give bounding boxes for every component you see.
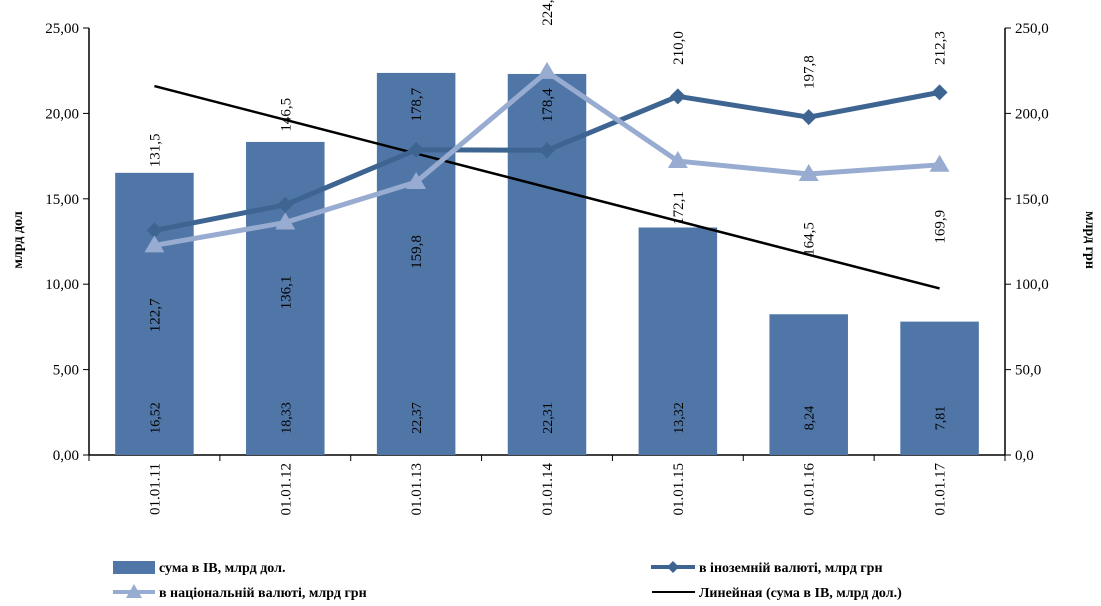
legend-foreign-label: в іноземній валюті, млрд грн — [699, 561, 883, 576]
trendline — [154, 84, 940, 290]
legend-item-bars: сума в ІВ, млрд дол. — [113, 561, 285, 576]
triangle-marker — [537, 61, 557, 79]
bar-value-label: 7,81 — [934, 406, 949, 431]
left-tick-label: 25,00 — [45, 21, 79, 37]
diamond-marker — [539, 142, 555, 159]
right-tick-label: 150,0 — [1015, 192, 1049, 208]
bars-layer — [115, 72, 979, 456]
diamond-marker — [408, 141, 425, 158]
triangle-marker — [144, 235, 165, 253]
legend-national-marker — [126, 584, 142, 598]
left-axis-title: млрд дол — [11, 211, 26, 268]
legend-national-label: в національній валюті, млрд грн — [159, 586, 367, 601]
legend-item-foreign: в іноземній валюті, млрд грн — [651, 561, 883, 576]
diamond-marker — [931, 84, 948, 101]
foreign-point-label: 131,5 — [147, 134, 163, 168]
left-tick-label: 0,00 — [53, 448, 79, 464]
x-category-label: 01.01.11 — [147, 463, 163, 515]
national-point-label: 136,1 — [278, 276, 294, 310]
bar — [638, 227, 718, 455]
legend-bar-label: сума в ІВ, млрд дол. — [159, 561, 285, 576]
bar — [376, 72, 456, 455]
foreign-point-label: 212,3 — [933, 31, 949, 65]
triangle-marker — [406, 172, 427, 190]
right-tick-label: 100,0 — [1015, 277, 1049, 293]
triangle-marker — [275, 212, 296, 230]
national-point-label: 159,8 — [409, 235, 425, 269]
bar-value-label: 22,37 — [410, 402, 425, 434]
x-category-label: 01.01.16 — [802, 463, 818, 516]
foreign-point-label: 210,0 — [671, 31, 687, 65]
legend-foreign-marker — [667, 561, 679, 573]
legend: сума в ІВ, млрд дол. в національній валю… — [113, 561, 902, 601]
triangle-marker — [798, 164, 819, 182]
bar-value-label: 18,33 — [279, 402, 294, 434]
legend-item-trendline: Линейная (сума в ІВ, млрд дол.) — [652, 586, 902, 601]
bar-value-label: 8,24 — [803, 406, 818, 431]
diamond-marker — [277, 196, 294, 213]
left-tick-label: 15,00 — [45, 192, 79, 208]
bar — [507, 73, 587, 456]
right-tick-label: 200,0 — [1015, 106, 1049, 122]
foreign-point-label: 146,5 — [278, 98, 294, 132]
diamond-marker — [669, 88, 686, 105]
trend-layer — [154, 84, 940, 290]
left-tick-label: 5,00 — [53, 363, 79, 379]
diamond-marker — [146, 222, 163, 239]
triangle-marker — [667, 151, 688, 169]
ticks-layer: 0,00 5,00 10,00 15,00 20,00 25,00 0,0 50,0 100,0… — [45, 21, 1049, 516]
x-category-label: 01.01.17 — [933, 463, 949, 516]
foreign-point-label: 178,7 — [409, 87, 425, 121]
foreign-point-label: 178,4 — [540, 88, 556, 122]
right-tick-label: 50,0 — [1015, 363, 1041, 379]
national-point-label: 172,1 — [671, 191, 687, 225]
foreign-point-label: 197,8 — [802, 55, 818, 89]
legend-item-national: в національній валюті, млрд грн — [113, 584, 367, 601]
right-tick-label: 0,0 — [1015, 448, 1034, 464]
diamond-marker — [800, 109, 817, 126]
triangle-marker — [929, 154, 950, 172]
bar — [115, 172, 194, 456]
bar-value-label: 13,32 — [672, 402, 687, 434]
x-category-label: 01.01.12 — [278, 463, 294, 516]
right-axis-title: млрд грн — [1082, 211, 1097, 269]
labels-layer: 16,52 18,33 22,37 22,31 13,32 8,24 7,81 131,5 14… — [147, 0, 948, 434]
right-tick-label: 250,0 — [1015, 21, 1049, 37]
bar-value-label: 16,52 — [148, 402, 163, 434]
national-point-label: 164,5 — [802, 222, 818, 256]
bar — [769, 314, 848, 455]
national-point-label: 169,9 — [933, 210, 949, 244]
x-category-label: 01.01.14 — [540, 463, 556, 516]
legend-trend-label: Линейная (сума в ІВ, млрд дол.) — [699, 586, 902, 601]
legend-bar-swatch — [113, 561, 155, 574]
x-category-label: 01.01.13 — [409, 463, 425, 516]
x-category-label: 01.01.15 — [671, 463, 687, 516]
bar — [900, 321, 979, 455]
lines-layer — [144, 61, 950, 253]
national-point-label: 122,7 — [147, 298, 163, 332]
left-tick-label: 20,00 — [45, 106, 79, 122]
national-point-label: 224,3 — [540, 0, 556, 26]
bar-value-label: 22,31 — [541, 402, 556, 434]
left-tick-label: 10,00 — [45, 277, 79, 293]
